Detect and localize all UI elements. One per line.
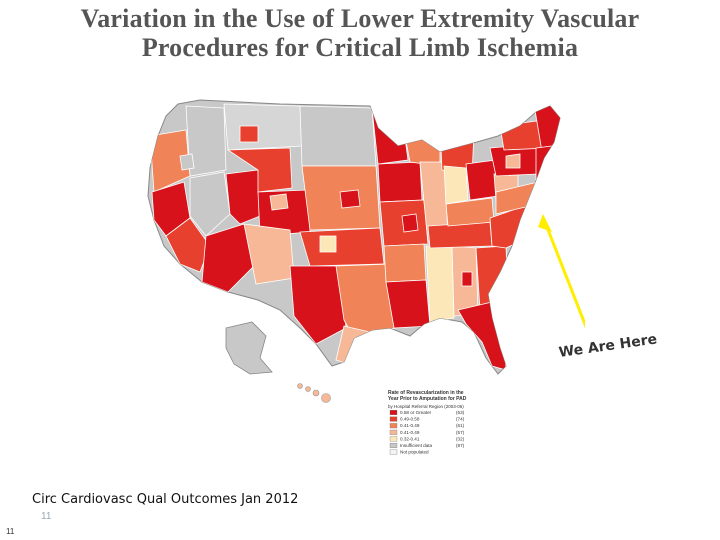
legend-item: 0.41-0.49 (57) [389,429,465,435]
callout-arrow [538,214,585,329]
region-montana [223,103,303,151]
region-georgia [475,245,509,311]
region-speckle-8 [239,125,259,143]
legend-count: (97) [456,443,465,448]
region-arkansas [383,243,427,283]
region-speckle-7 [179,153,195,171]
legend-swatch [389,443,398,448]
region-nevada [189,171,231,237]
region-florida [457,301,507,371]
legend-title-line-2: Year Prior to Amputation for PAD [388,396,467,402]
page-number-outer: 11 [6,527,15,536]
region-speckle-5 [461,271,473,287]
legend-count: (61) [456,423,465,428]
legend-item: 0.49-0.58 (74) [389,416,465,422]
legend-item: 0.58 or Greater (63) [389,410,465,415]
region-speckle-1 [269,193,289,211]
page-number-inner: 11 [41,511,52,522]
legend-swatch [389,410,398,415]
region-oklahoma [299,227,385,267]
region-mid-atlantic [535,145,553,185]
legend-label: Not populated [400,450,429,455]
region-speckle-4 [401,213,419,233]
region-indiana [443,165,469,205]
hrr-regions [149,103,560,371]
alaska-inset [225,321,273,375]
legend-swatch [389,429,398,435]
region-texas-west [289,265,347,345]
citation: Circ Cardiovasc Qual Outcomes Jan 2012 [32,492,299,507]
legend-swatch [389,416,398,422]
slide-title: Variation in the Use of Lower Extremity … [0,4,720,62]
map-legend: Rate of Revascularization in the Year Pr… [384,384,496,460]
legend-count: (63) [456,410,465,415]
legend-item: Insufficient data (97) [389,443,465,448]
hawaii-inset [297,383,331,403]
legend-item: 0.41-0.49 (61) [389,423,465,429]
slide-title-line-2: Procedures for Critical Limb Ischemia [141,33,579,62]
legend-label: 0.58 or Greater [400,410,432,415]
region-idaho [185,105,227,177]
legend-swatch [389,436,398,442]
slide-title-line-1: Variation in the Use of Lower Extremity … [80,4,640,33]
legend-swatch [389,423,398,429]
region-speckle-2 [339,189,361,209]
region-mississippi [425,245,455,323]
legend-label: 0.41-0.49 [400,423,420,428]
legend-title-line-1: Rate of Revascularization in the [388,390,464,396]
region-dakotas [299,105,377,167]
region-wyoming [226,147,293,193]
region-utah [225,169,261,225]
legend-swatch [389,449,398,455]
region-ohio [465,159,499,201]
legend-label: 0.32-0.41 [400,436,420,441]
legend-label: 0.41-0.49 [400,430,420,435]
legend-count: (57) [456,430,465,435]
region-speckle-6 [505,153,521,169]
region-tennessee [427,221,493,249]
region-speckle-3 [319,235,337,253]
region-arizona [201,223,257,293]
legend-subtitle: by Hospital Referral Region (2003-06) [388,404,464,409]
legend-item: 0.32-0.41 (32) [389,436,465,442]
legend-label: Insufficient data [400,443,433,448]
legend-label: 0.49-0.58 [400,417,420,422]
region-minnesota [371,107,409,165]
legend-count: (32) [456,436,465,441]
region-louisiana [385,279,431,329]
legend-item: Not populated [389,449,429,455]
us-revascularization-map: Rate of Revascularization in the Year Pr… [140,96,585,468]
region-iowa [377,161,423,203]
legend-count: (74) [456,417,465,422]
